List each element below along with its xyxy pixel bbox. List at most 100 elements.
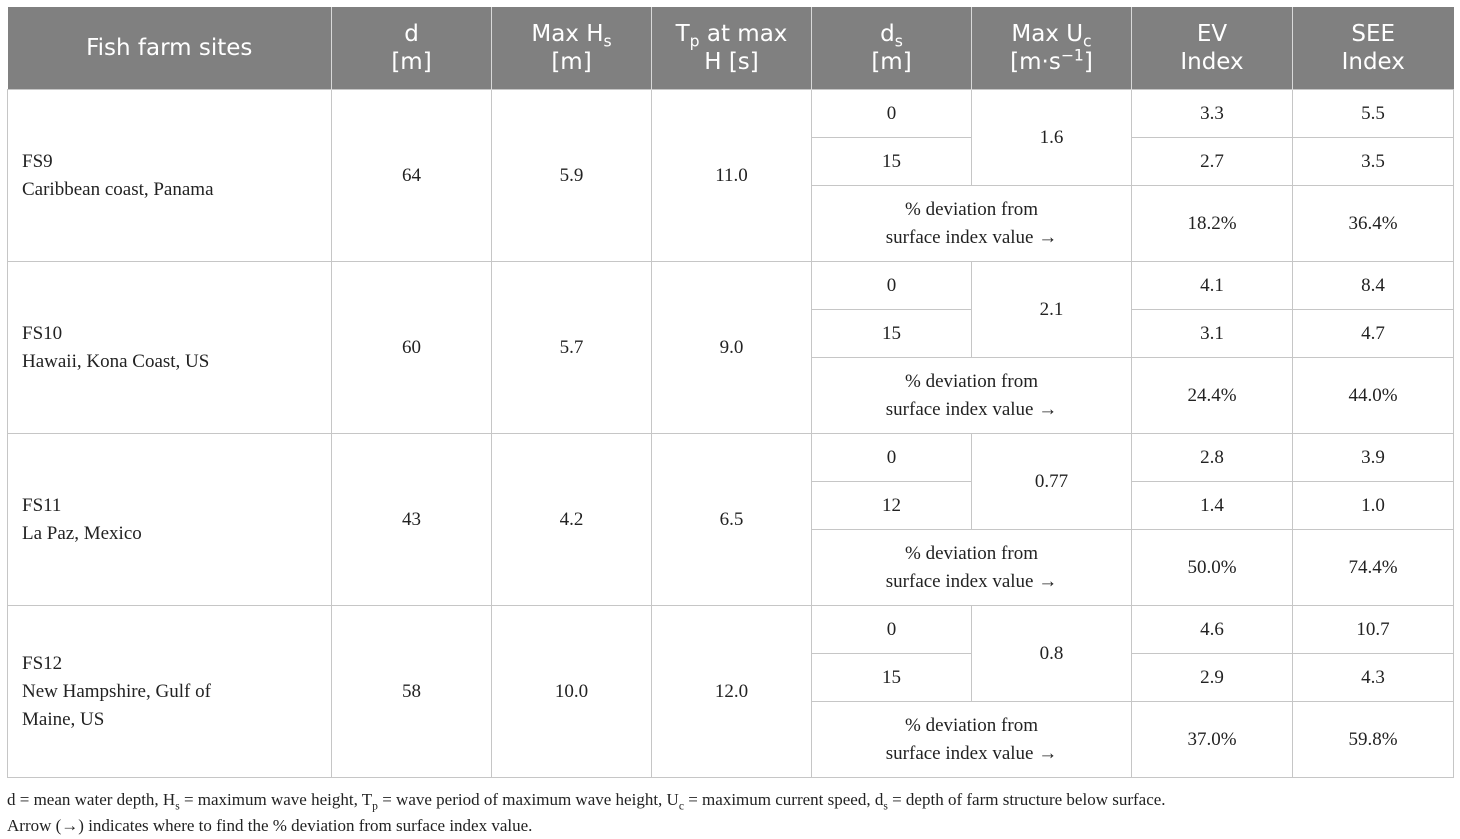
deviation-label-line1: % deviation from [905, 542, 1038, 564]
header-depth-line1: d [404, 21, 419, 47]
header-depth: d [m] [331, 7, 492, 90]
table-row-deviation: % deviation from surface index value → 24… [8, 357, 1454, 434]
deviation-label-line2: surface index value → [885, 398, 1058, 420]
header-row: Fish farm sites d [m] Max Hs [m] Tp at max… [7, 7, 1454, 90]
max-uc-cell: 0.77 [971, 433, 1132, 530]
max-hs-cell: 5.7 [491, 261, 652, 434]
see-cell: 3.5 [1292, 137, 1454, 186]
depth-cell: 64 [331, 89, 492, 262]
ds-cell: 15 [811, 309, 972, 358]
site-id: FS10 [22, 322, 63, 344]
table-row: FS12 New Hampshire, Gulf of Maine, US 58 1… [7, 605, 1454, 778]
ev-cell: 1.4 [1131, 481, 1293, 530]
see-deviation-cell: 36.4% [1292, 185, 1454, 262]
ev-cell: 4.6 [1131, 605, 1293, 654]
max-hs-cell: 5.9 [491, 89, 652, 262]
header-ds: ds [m] [811, 7, 972, 90]
ds-cell: 0 [811, 605, 972, 654]
header-uc-sub: c [1083, 31, 1092, 51]
site-cell: FS10 Hawaii, Kona Coast, US [7, 261, 332, 434]
site-id: FS9 [22, 150, 53, 172]
see-cell: 4.3 [1292, 653, 1454, 702]
header-hs-unit: [m] [551, 49, 592, 75]
deviation-label-line2: surface index value → [885, 742, 1058, 764]
deviation-label-cell: % deviation from surface index value → [811, 185, 1132, 262]
header-see-index: SEE Index [1292, 7, 1454, 90]
header-ds-unit: [m] [871, 49, 912, 75]
header-ds-sub: s [894, 31, 903, 51]
see-cell: 1.0 [1292, 481, 1454, 530]
header-hs-sub: s [603, 31, 612, 51]
ev-cell: 3.3 [1131, 89, 1293, 138]
header-tp-text: T [675, 21, 690, 47]
header-uc-text: Max U [1011, 21, 1084, 47]
depth-cell: 58 [331, 605, 492, 778]
header-site-text: Fish farm sites [86, 35, 253, 61]
deviation-label-cell: % deviation from surface index value → [811, 529, 1132, 606]
header-uc-unit-end: ] [1083, 49, 1093, 75]
max-uc-cell: 0.8 [971, 605, 1132, 702]
ds-cell: 0 [811, 261, 972, 310]
table-row-deviation: % deviation from surface index value → 37… [8, 701, 1454, 778]
data-table-container: Fish farm sites d [m] Max Hs [m] Tp at max… [7, 7, 1454, 778]
header-max-uc: Max Uc [m·s−1] [971, 7, 1132, 90]
footnote-text: = depth of farm structure below surface. [887, 790, 1166, 809]
header-see-line2: Index [1341, 49, 1405, 75]
depth-cell: 60 [331, 261, 492, 434]
site-location: Caribbean coast, Panama [22, 178, 214, 200]
header-max-hs: Max Hs [m] [491, 7, 652, 90]
header-ev-line1: EV [1196, 21, 1228, 47]
table-row: FS11 La Paz, Mexico 43 4.2 6.5 0 0.77 2.8… [7, 433, 1454, 606]
deviation-label-cell: % deviation from surface index value → [811, 357, 1132, 434]
table-row: FS10 Hawaii, Kona Coast, US 60 5.7 9.0 0 … [7, 261, 1454, 434]
ev-deviation-cell: 24.4% [1131, 357, 1293, 434]
max-uc-cell: 1.6 [971, 89, 1132, 186]
table-row: 15 3.1 4.7 [8, 309, 1454, 358]
see-cell: 8.4 [1292, 261, 1454, 310]
footnote-abbreviations: d = mean water depth, Hs = maximum wave … [7, 787, 1166, 813]
header-fish-farm-sites: Fish farm sites [7, 7, 332, 90]
header-see-line1: SEE [1351, 21, 1396, 47]
see-cell: 5.5 [1292, 89, 1454, 138]
site-id: FS11 [22, 494, 62, 516]
see-deviation-cell: 74.4% [1292, 529, 1454, 606]
tp-cell: 6.5 [651, 433, 812, 606]
tp-cell: 9.0 [651, 261, 812, 434]
header-ev-line2: Index [1180, 49, 1244, 75]
header-hs-text: Max H [531, 21, 604, 47]
footnote-sub: p [372, 799, 378, 813]
table-row: 15 2.9 4.3 [8, 653, 1454, 702]
header-tp-sub: p [689, 31, 700, 51]
ev-cell: 2.9 [1131, 653, 1293, 702]
site-cell: FS9 Caribbean coast, Panama [7, 89, 332, 262]
footnote-text: = maximum current speed, d [683, 790, 884, 809]
site-location: La Paz, Mexico [22, 522, 142, 544]
max-hs-cell: 4.2 [491, 433, 652, 606]
ds-cell: 15 [811, 137, 972, 186]
footnote-sub: c [678, 799, 684, 813]
site-cell: FS11 La Paz, Mexico [7, 433, 332, 606]
max-hs-cell: 10.0 [491, 605, 652, 778]
header-ds-text: d [880, 21, 895, 47]
ev-cell: 2.7 [1131, 137, 1293, 186]
site-location: New Hampshire, Gulf of [22, 680, 211, 702]
ev-deviation-cell: 37.0% [1131, 701, 1293, 778]
site-id: FS12 [22, 652, 63, 674]
see-deviation-cell: 59.8% [1292, 701, 1454, 778]
footnote-text: d = mean water depth, H [7, 790, 176, 809]
header-depth-line2: [m] [391, 49, 432, 75]
see-deviation-cell: 44.0% [1292, 357, 1454, 434]
see-cell: 3.9 [1292, 433, 1454, 482]
see-cell: 4.7 [1292, 309, 1454, 358]
ds-cell: 0 [811, 89, 972, 138]
site-location-line2: Maine, US [22, 708, 105, 730]
table-row: FS9 Caribbean coast, Panama 64 5.9 11.0 0… [7, 89, 1454, 262]
table-row-deviation: % deviation from surface index value → 18… [8, 185, 1454, 262]
footnote-sub: s [883, 799, 888, 813]
footnote-sub: s [175, 799, 180, 813]
see-cell: 10.7 [1292, 605, 1454, 654]
fish-farm-table: Fish farm sites d [m] Max Hs [m] Tp at max… [7, 7, 1454, 778]
deviation-label-line2: surface index value → [885, 570, 1058, 592]
deviation-label-cell: % deviation from surface index value → [811, 701, 1132, 778]
header-tp: Tp at max H [s] [651, 7, 812, 90]
